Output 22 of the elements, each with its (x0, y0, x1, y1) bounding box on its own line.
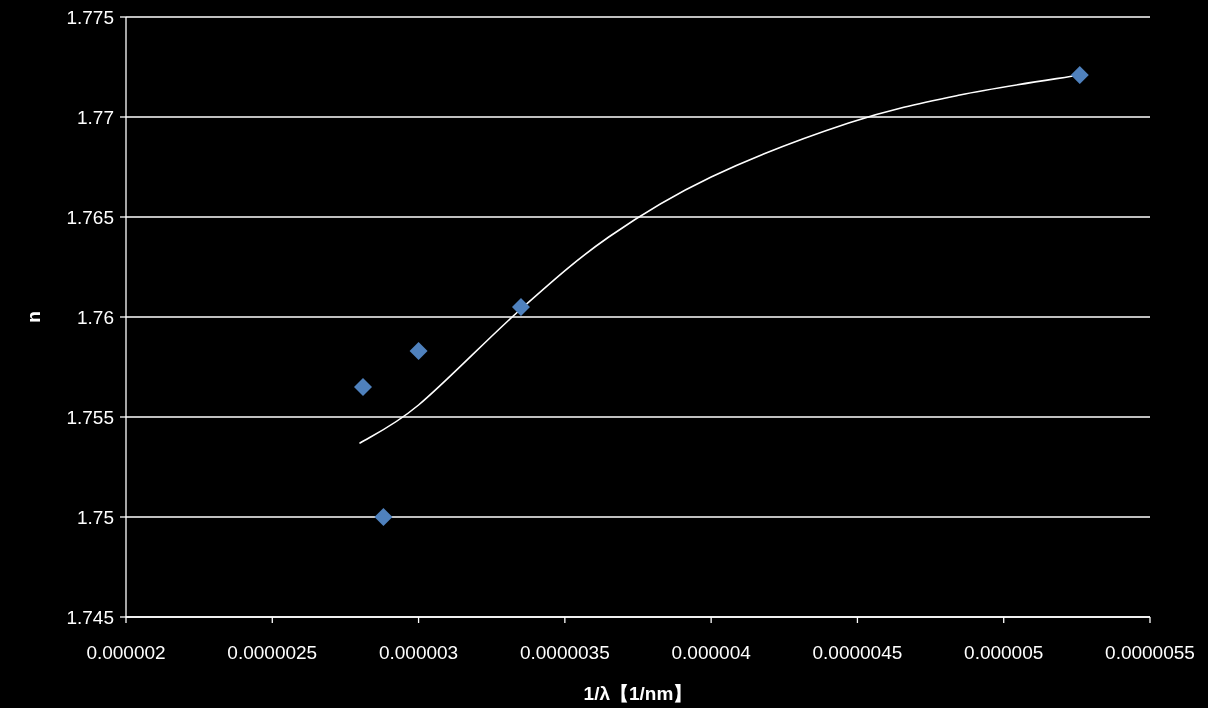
point (1070, 66, 1089, 84)
x-tick-label: 0.000003 (378, 642, 459, 663)
x-tick-label: 0.0000055 (1105, 642, 1195, 663)
x-tick-label: 0.000004 (671, 642, 752, 663)
x-tick-label: 0.0000025 (227, 642, 318, 663)
y-tick-label: 1.745 (66, 607, 114, 628)
point (374, 508, 393, 526)
y-tick-label: 1.76 (77, 307, 114, 328)
y-axis-title: n (23, 311, 44, 323)
x-tick-label: 0.000005 (964, 642, 1044, 663)
x-tick-label: 0.000002 (86, 642, 166, 663)
point (511, 298, 530, 316)
y-tick-label: 1.775 (66, 7, 114, 28)
y-tick-label: 1.765 (66, 207, 114, 228)
y-tick-label: 1.77 (77, 107, 114, 128)
x-tick-label: 0.0000035 (519, 642, 610, 663)
point (409, 342, 428, 360)
x-axis-title: 1/λ【1/nm】 (583, 683, 693, 704)
y-tick-label: 1.755 (66, 407, 114, 428)
y-tick-label: 1.75 (77, 507, 114, 528)
x-tick-label: 0.0000045 (812, 642, 903, 663)
point (353, 378, 372, 396)
